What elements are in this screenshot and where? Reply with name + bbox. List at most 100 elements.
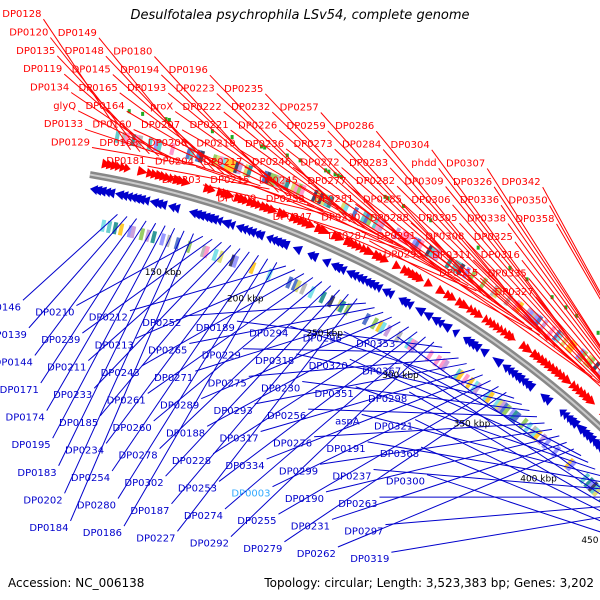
reverse-gene-label: DP0265: [148, 346, 187, 357]
reverse-gene-arrow: [431, 316, 442, 326]
label-leader-line: [99, 248, 241, 417]
reverse-gene-label: DP0231: [291, 521, 330, 532]
label-leader-line: [251, 184, 402, 248]
marker-tick: [596, 330, 600, 335]
reverse-gene-arrow: [172, 203, 181, 214]
label-leader-line: [224, 336, 426, 510]
reverse-gene-arrow: [266, 234, 275, 244]
feature-block-inner: [501, 404, 512, 417]
feature-block-inner: [248, 261, 257, 275]
marker-tick: [333, 172, 337, 177]
label-leader-line: [385, 506, 600, 526]
forward-gene-arrow: [435, 284, 446, 295]
forward-gene-label: DP0291: [377, 231, 416, 242]
feature-block-inner: [494, 398, 505, 411]
label-leader-line: [369, 240, 540, 336]
label-leader-line: [237, 148, 385, 239]
label-leader-line: [129, 265, 287, 312]
forward-gene-arrow: [379, 253, 389, 263]
reverse-gene-label: DP0229: [202, 351, 241, 362]
reverse-gene-arrow: [386, 290, 396, 300]
feature-block-inner: [150, 230, 158, 244]
forward-gene-arrow: [481, 314, 490, 323]
label-leader-line: [50, 37, 141, 153]
label-leader-line: [82, 238, 213, 334]
reverse-gene-arrow: [90, 185, 103, 196]
label-leader-line: [230, 129, 377, 235]
label-leader-line: [343, 331, 582, 457]
label-leader-line: [133, 129, 252, 184]
forward-gene-label: DP0133: [44, 119, 83, 130]
label-leader-line: [266, 374, 483, 460]
forward-gene-label: DP0281: [314, 194, 353, 205]
label-leader-line: [549, 205, 600, 297]
label-leader-line: [337, 448, 575, 548]
reverse-gene-arrow: [142, 196, 151, 206]
label-leader-line: [521, 259, 600, 360]
forward-gene-label: DP0286: [335, 121, 374, 132]
reverse-gene-arrow: [228, 220, 237, 231]
forward-gene-label: DP0288: [370, 213, 409, 224]
reverse-gene-arrow: [235, 223, 245, 234]
feature-block-inner: [185, 240, 193, 254]
forward-gene-label: DP0315: [439, 268, 478, 279]
label-leader-line: [91, 147, 197, 167]
forward-gene-label: DP0165: [79, 83, 118, 94]
forward-gene-label: DP0134: [30, 83, 69, 94]
forward-gene-label: DP0204: [155, 157, 194, 168]
reverse-gene-arrow: [114, 190, 125, 201]
feature-block-outer: [229, 159, 238, 173]
reverse-gene-arrow: [216, 216, 224, 227]
reverse-gene-label: DP0195: [11, 440, 50, 451]
forward-gene-arrow: [305, 219, 316, 229]
forward-gene-label: DP0181: [106, 156, 145, 167]
label-leader-line: [466, 241, 600, 381]
feature-block-outer: [582, 354, 594, 367]
reverse-gene-label: DP0186: [83, 528, 122, 539]
forward-gene-label: DP0135: [16, 46, 55, 57]
feature-block-outer: [169, 142, 176, 156]
feature-block-inner: [105, 220, 113, 234]
forward-gene-label: DP0285: [363, 195, 402, 206]
feature-block-outer: [270, 173, 279, 187]
reverse-gene-arrow: [369, 282, 380, 291]
reverse-gene-arrow: [543, 396, 554, 406]
forward-gene-label: DP0163: [99, 138, 138, 149]
label-leader-line: [260, 368, 475, 432]
forward-gene-arrow: [180, 176, 191, 187]
reverse-gene-label: DP0190: [285, 494, 324, 505]
label-leader-line: [325, 435, 560, 493]
feature-block-inner: [290, 278, 300, 292]
marker-tick: [298, 158, 302, 163]
label-leader-line: [188, 147, 324, 211]
reverse-gene-arrow: [492, 356, 505, 368]
forward-gene-label: DP0284: [342, 140, 381, 151]
forward-gene-label: DP0145: [72, 65, 111, 76]
reverse-gene-label: DP0191: [326, 444, 365, 455]
forward-gene-label: DP0221: [189, 120, 228, 131]
reverse-gene-arrow: [193, 211, 207, 221]
reverse-gene-arrow: [168, 202, 177, 213]
label-leader-line: [319, 428, 553, 465]
forward-gene-label: DP0358: [515, 214, 554, 225]
marker-tick: [476, 245, 480, 250]
marker-tick: [401, 203, 405, 208]
feature-block-inner: [464, 376, 476, 390]
forward-gene-label: proX: [150, 102, 173, 113]
reverse-gene-arrow: [322, 258, 332, 268]
label-leader-line: [355, 386, 596, 470]
forward-gene-label: DP0180: [113, 47, 152, 58]
label-leader-line: [472, 259, 600, 383]
forward-gene-label: DP0326: [453, 177, 492, 188]
feature-block-outer: [338, 201, 347, 214]
reverse-gene-label: DP0239: [41, 335, 80, 346]
forward-gene-arrow: [469, 306, 479, 316]
reverse-gene-arrow: [357, 275, 368, 285]
forward-gene-arrow: [585, 395, 596, 405]
reverse-gene-label: DP0254: [71, 473, 110, 484]
feature-block-outer: [326, 195, 335, 209]
forward-gene-arrow: [473, 309, 483, 318]
reverse-gene-label: DP0275: [208, 378, 247, 389]
feature-block-inner: [337, 300, 347, 313]
feature-block-inner: [377, 321, 388, 335]
